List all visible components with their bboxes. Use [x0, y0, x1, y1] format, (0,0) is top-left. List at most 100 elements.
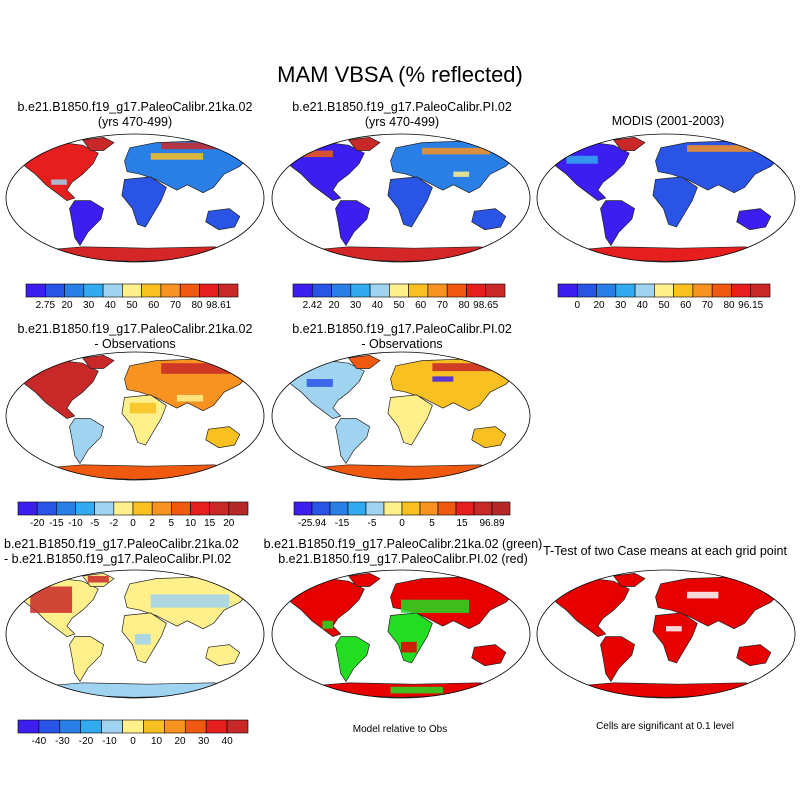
- cb6-tick-label: -40: [32, 736, 47, 747]
- panel4-title: b.e21.B1850.f19_g17.PaleoCalibr.21ka.02 …: [0, 322, 270, 352]
- panel2-colorbar: 2.42 20 30 40 50 60 70 80 98.65: [292, 283, 506, 311]
- cb4-swatch-11: [228, 501, 249, 516]
- cb1-tick-label: 20: [61, 300, 73, 311]
- map5-outline: [271, 351, 531, 481]
- cb1-swatch-4: [102, 283, 123, 298]
- cb4-tick-label: 5: [169, 518, 175, 529]
- cb6-tick-label: 20: [174, 736, 186, 747]
- panel6-title-line1: b.e21.B1850.f19_g17.PaleoCalibr.21ka.02: [4, 537, 239, 551]
- cb6-tick-label: -20: [79, 736, 94, 747]
- panel3-title-line1: MODIS (2001-2003): [611, 114, 725, 128]
- cb3-swatch-4: [634, 283, 655, 298]
- cb4-swatch-3: [75, 501, 95, 516]
- map8-landmasses: [550, 572, 782, 698]
- cb5-swatch-3: [347, 501, 367, 516]
- panel7-map: [271, 569, 531, 699]
- cb5-tick-label: 5: [429, 518, 435, 529]
- map8-region-greenland: [612, 572, 646, 587]
- cb4-tick-label: 15: [204, 518, 216, 529]
- map2-region-australia: [471, 208, 507, 231]
- cb6-swatch-5: [122, 719, 144, 734]
- cb4-tick-label: 10: [185, 518, 197, 529]
- map5-region-australia: [471, 426, 507, 449]
- panel1-title-line1: b.e21.B1850.f19_g17.PaleoCalibr.21ka.02: [17, 100, 253, 114]
- cb2-swatch-0: [292, 283, 313, 298]
- map7-patch-1: [401, 641, 417, 653]
- panel4-colorbar: -20 -15 -10 -5 -2 0 2 5 10 15 20: [17, 501, 249, 529]
- map7-region-australia: [471, 644, 507, 667]
- map6-region-australia: [205, 644, 241, 667]
- cb6-tick-label: 0: [130, 736, 136, 747]
- panel6-title: b.e21.B1850.f19_g17.PaleoCalibr.21ka.02 …: [0, 537, 274, 567]
- map7-region-greenland: [347, 572, 381, 587]
- map7-region-africa: [387, 612, 433, 664]
- map5-region-africa: [387, 394, 433, 446]
- cb6-swatch-0: [17, 719, 40, 734]
- cb3-swatch-9: [731, 283, 752, 298]
- map3-region-greenland: [612, 136, 646, 151]
- map7-region-northAmerica: [285, 578, 365, 637]
- cb3-tick-label: 30: [615, 300, 627, 311]
- map5-region-greenland: [347, 354, 381, 369]
- map5-patch-2: [432, 376, 454, 382]
- panel7-title-line2: b.e21.B1850.f19_g17.PaleoCalibr.PI.02 (r…: [278, 552, 528, 566]
- map6-patch-3: [87, 575, 109, 583]
- figure-title: MAM VBSA (% reflected): [277, 62, 523, 87]
- cb4-swatch-1: [36, 501, 57, 516]
- map2-landmasses: [285, 136, 517, 262]
- panel6-map: [5, 569, 265, 699]
- cb6-swatch-9: [205, 719, 228, 734]
- cb3-swatch-0: [557, 283, 578, 298]
- cb4-tick-label: 2: [149, 518, 155, 529]
- cb2-tick-label: 50: [393, 300, 405, 311]
- cb4-swatch-6: [132, 501, 153, 516]
- map8-region-northAmerica: [550, 578, 630, 637]
- cb2-tick-label: 80: [458, 300, 470, 311]
- cb4-swatch-5: [113, 501, 134, 516]
- cb2-tick-label: 98.65: [473, 300, 498, 311]
- cb3-swatch-7: [692, 283, 713, 298]
- cb1-swatch-3: [83, 283, 104, 298]
- panel5-title-line1: b.e21.B1850.f19_g17.PaleoCalibr.PI.02: [292, 322, 512, 336]
- cb1-swatch-8: [179, 283, 200, 298]
- cb2-tick-label: 30: [350, 300, 362, 311]
- panel5-title: b.e21.B1850.f19_g17.PaleoCalibr.PI.02 - …: [267, 322, 537, 352]
- map6-patch-0: [30, 586, 73, 613]
- panel3-title: MODIS (2001-2003): [533, 114, 800, 129]
- cb3-tick-label: 50: [658, 300, 670, 311]
- cb1-tick-label: 40: [105, 300, 117, 311]
- cb5-swatch-8: [437, 501, 457, 516]
- cb1-tick-label: 30: [83, 300, 95, 311]
- panel1-colorbar: 2.75 20 30 40 50 60 70 80 98.61: [25, 283, 239, 311]
- map3-region-northAmerica: [550, 142, 630, 201]
- panel2-title-line2: (yrs 470-499): [364, 115, 440, 129]
- map1-patch-2: [51, 179, 67, 185]
- cb3-swatch-1: [576, 283, 597, 298]
- map6-landmasses: [19, 572, 251, 698]
- cb4-tick-label: -5: [90, 518, 99, 529]
- map7-patch-3: [322, 620, 333, 629]
- cb5-swatch-7: [419, 501, 439, 516]
- cb1-swatch-10: [218, 283, 239, 298]
- cb4-tick-label: 0: [130, 518, 136, 529]
- cb4-tick-label: -15: [49, 518, 64, 529]
- cb6-tick-label: -30: [55, 736, 70, 747]
- cb4-tick-label: -20: [30, 518, 45, 529]
- panel7-title-line1: b.e21.B1850.f19_g17.PaleoCalibr.21ka.02 …: [263, 537, 543, 551]
- cb3-tick-label: 20: [593, 300, 605, 311]
- map1-outline: [5, 133, 265, 263]
- map1-region-greenland: [81, 136, 115, 151]
- cb4-tick-label: -10: [68, 518, 83, 529]
- map8-region-africa: [652, 612, 698, 664]
- cb6-tick-label: -10: [102, 736, 117, 747]
- cb1-tick-label: 60: [148, 300, 160, 311]
- map1-landmasses: [19, 136, 251, 262]
- cb2-swatch-7: [427, 283, 448, 298]
- cb6-tick-label: 10: [151, 736, 163, 747]
- cb5-tick-label: -5: [368, 518, 377, 529]
- cb1-tick-label: 98.61: [206, 300, 231, 311]
- map2-region-southAmerica: [335, 200, 371, 247]
- cb5-swatch-5: [383, 501, 403, 516]
- panel8-note: Cells are significant at 0.1 level: [596, 721, 734, 732]
- map2-patch-2: [453, 171, 470, 177]
